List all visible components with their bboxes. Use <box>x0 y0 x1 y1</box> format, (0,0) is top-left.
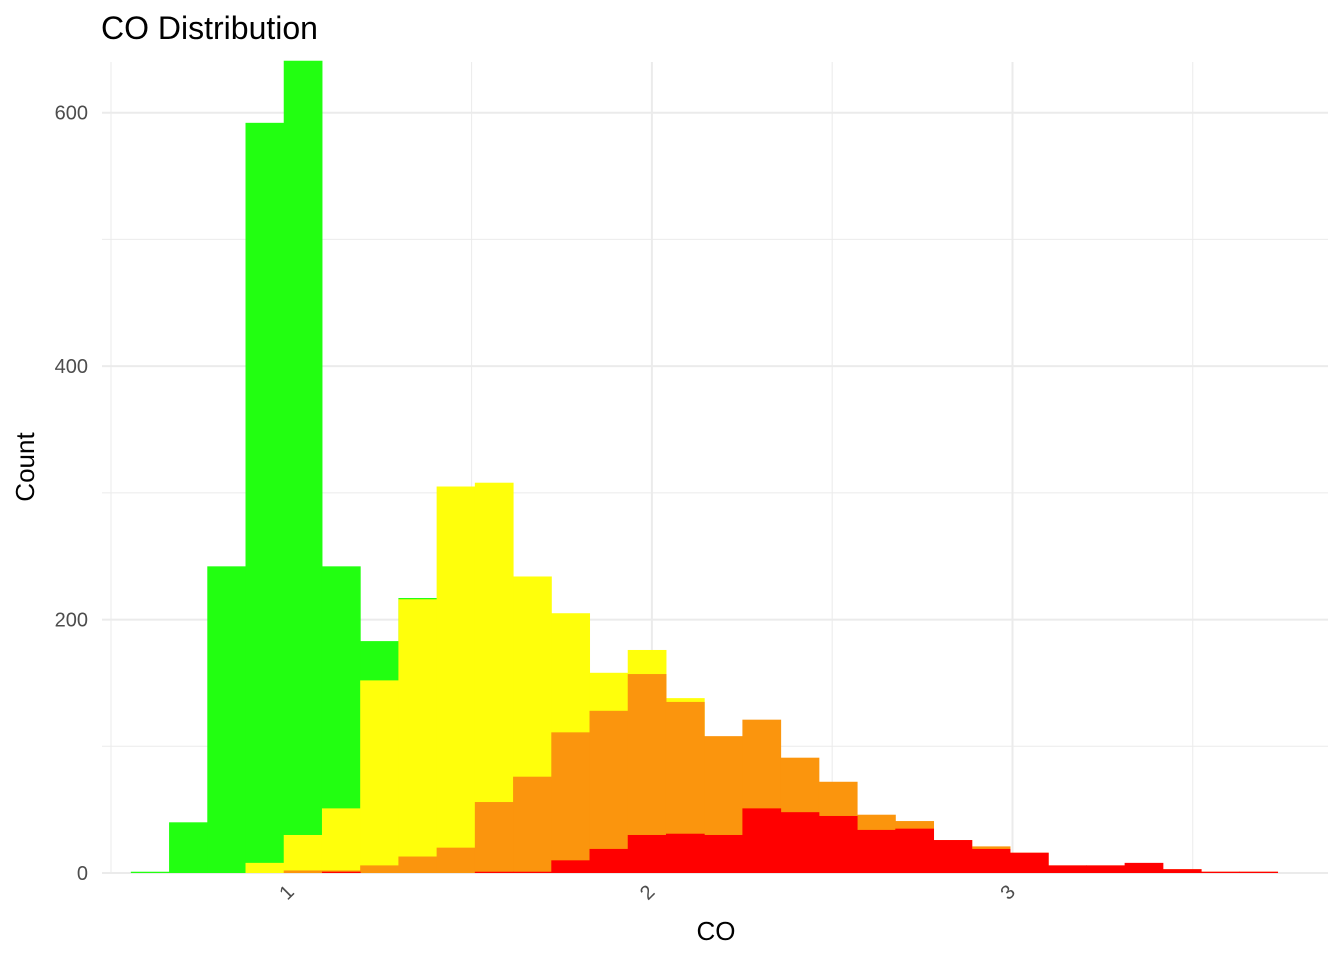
bar-series-4-bin-15 <box>665 833 705 873</box>
bar-series-4-bin-16 <box>704 834 743 873</box>
x-tick-label: 2 <box>636 881 659 904</box>
grid-minor-lines <box>102 62 1328 873</box>
bar-series-4-bin-28 <box>1162 869 1202 873</box>
bar-series-2-bin-5 <box>283 834 323 873</box>
bar-series-4-bin-19 <box>818 815 858 873</box>
bar-series-4-bin-14 <box>627 834 667 873</box>
bar-series-3-bin-5 <box>283 870 323 873</box>
bar-series-4-bin-11 <box>513 871 552 873</box>
bar-series-2-bin-6 <box>321 808 361 873</box>
bar-series-3-bin-10 <box>474 802 514 873</box>
y-tick-label: 600 <box>55 103 88 125</box>
bar-series-2-bin-9 <box>436 486 476 873</box>
bar-series-2-bin-4 <box>245 862 285 873</box>
x-tick-label: 3 <box>997 881 1020 904</box>
bar-series-4-bin-10 <box>474 871 514 873</box>
bar-series-4-bin-6 <box>321 871 361 873</box>
y-axis-ticks: 0 200 400 600 <box>55 103 88 885</box>
bar-series-4-bin-13 <box>589 848 629 873</box>
bar-series-4-bin-26 <box>1086 865 1126 873</box>
bar-series-4-bin-22 <box>933 840 973 873</box>
bar-series-3-bin-9 <box>436 847 476 873</box>
bar-series-3-bin-13 <box>589 710 629 873</box>
bar-series-4-bin-20 <box>857 829 896 873</box>
bar-series-4-bin-21 <box>895 828 935 873</box>
bar-series-1-bin-5 <box>283 60 323 874</box>
bar-series-1-bin-1 <box>130 871 170 873</box>
bar-series-3-bin-8 <box>398 856 438 873</box>
bar-series-1-bin-2 <box>169 822 208 873</box>
bar-series-2-bin-7 <box>360 680 399 873</box>
histogram-bars <box>130 60 1279 874</box>
bar-series-4-bin-25 <box>1048 865 1087 873</box>
bar-series-1-bin-4 <box>245 122 285 873</box>
bar-series-4-bin-30 <box>1239 871 1279 873</box>
y-tick-label: 200 <box>55 610 88 632</box>
bar-series-4-bin-18 <box>780 812 820 873</box>
bar-series-3-bin-11 <box>513 776 552 873</box>
bar-series-4-bin-29 <box>1201 871 1240 873</box>
y-axis-title: Count <box>10 432 40 502</box>
y-tick-label: 400 <box>55 356 88 378</box>
bar-series-4-bin-17 <box>742 808 782 873</box>
x-axis-ticks: 1 2 3 <box>275 881 1020 904</box>
bar-series-4-bin-12 <box>551 860 591 873</box>
bar-series-3-bin-7 <box>360 865 399 873</box>
chart-title: CO Distribution <box>101 10 318 46</box>
y-tick-label: 0 <box>77 863 88 885</box>
x-tick-label: 1 <box>275 881 298 904</box>
bar-series-3-bin-12 <box>551 732 591 873</box>
bar-series-1-bin-3 <box>207 566 247 873</box>
bar-series-4-bin-27 <box>1124 862 1164 873</box>
x-axis-title: CO <box>697 916 736 946</box>
bar-series-2-bin-8 <box>398 599 438 873</box>
bar-series-4-bin-23 <box>971 848 1011 873</box>
bar-series-4-bin-24 <box>1009 852 1049 873</box>
